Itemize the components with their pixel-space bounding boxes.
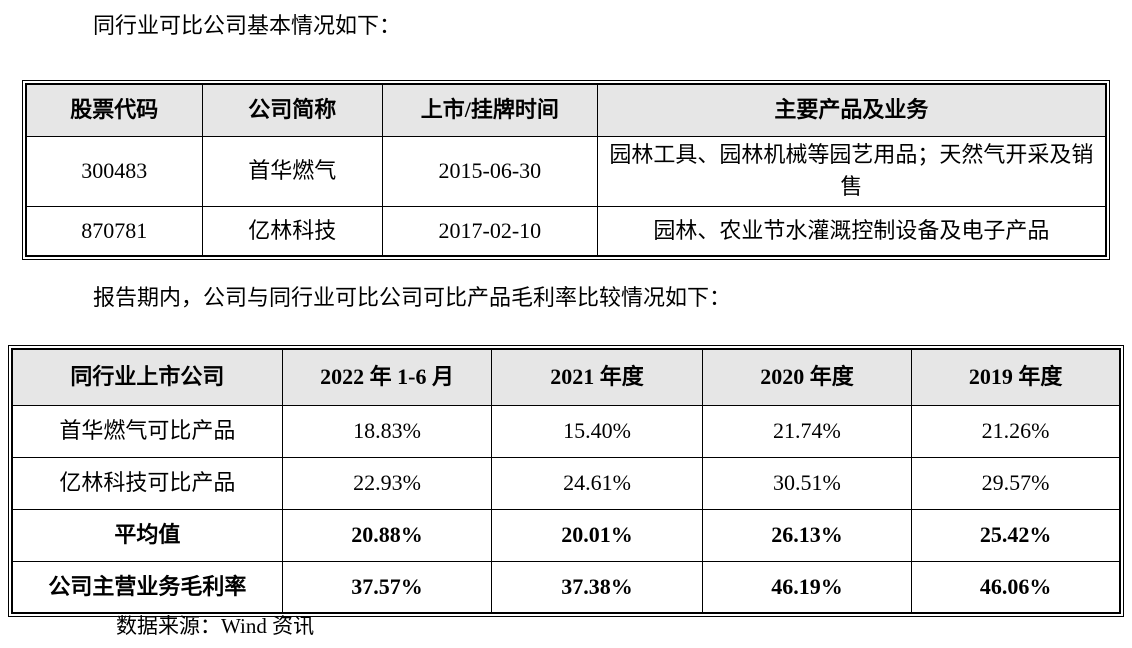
intro-companies-line: 同行业可比公司基本情况如下： [93, 13, 402, 38]
stock-code-cell: 300483 [25, 135, 203, 207]
header-main-products: 主要产品及业务 [596, 83, 1107, 137]
company-name-cell: 亿林科技 [201, 205, 383, 257]
table-row: 300483 首华燃气 2015-06-30 园林工具、园林机械等园艺用品；天然… [25, 135, 1107, 207]
margin-value-cell: 37.57% [281, 560, 493, 614]
main-products-cell: 园林、农业节水灌溉控制设备及电子产品 [596, 205, 1107, 257]
margin-value-cell: 25.42% [911, 508, 1121, 562]
margin-value-cell: 37.38% [491, 560, 703, 614]
margin-value-cell: 29.57% [911, 456, 1121, 510]
table-row-average: 平均值 20.88% 20.01% 26.13% 25.42% [11, 508, 1121, 562]
header-listed-company: 同行业上市公司 [11, 348, 283, 406]
margin-value-cell: 30.51% [701, 456, 913, 510]
margin-value-cell: 46.19% [701, 560, 913, 614]
listing-date-cell: 2015-06-30 [381, 135, 598, 207]
margin-value-cell: 15.40% [491, 404, 703, 458]
data-source-note: 数据来源：Wind 资讯 [116, 614, 315, 638]
margin-value-cell: 18.83% [281, 404, 493, 458]
listing-date-cell: 2017-02-10 [381, 205, 598, 257]
header-period-2021: 2021 年度 [491, 348, 703, 406]
header-listing-date: 上市/挂牌时间 [381, 83, 598, 137]
margin-value-cell: 24.61% [491, 456, 703, 510]
margin-value-cell: 20.01% [491, 508, 703, 562]
table-row-company-margin: 公司主营业务毛利率 37.57% 37.38% 46.19% 46.06% [11, 560, 1121, 614]
intro-margin-line: 报告期内，公司与同行业可比公司可比产品毛利率比较情况如下： [93, 285, 732, 310]
company-name-cell: 首华燃气 [201, 135, 383, 207]
companies-table-header-row: 股票代码 公司简称 上市/挂牌时间 主要产品及业务 [25, 83, 1107, 137]
main-products-cell: 园林工具、园林机械等园艺用品；天然气开采及销售 [596, 135, 1107, 207]
table-row: 首华燃气可比产品 18.83% 15.40% 21.74% 21.26% [11, 404, 1121, 458]
margin-value-cell: 46.06% [911, 560, 1121, 614]
margin-value-cell: 22.93% [281, 456, 493, 510]
margin-value-cell: 26.13% [701, 508, 913, 562]
table-row: 亿林科技可比产品 22.93% 24.61% 30.51% 29.57% [11, 456, 1121, 510]
margin-value-cell: 21.26% [911, 404, 1121, 458]
stock-code-cell: 870781 [25, 205, 203, 257]
header-period-2019: 2019 年度 [911, 348, 1121, 406]
table-row: 870781 亿林科技 2017-02-10 园林、农业节水灌溉控制设备及电子产… [25, 205, 1107, 257]
row-label-cell: 公司主营业务毛利率 [11, 560, 283, 614]
gross-margin-comparison-table: 同行业上市公司 2022 年 1-6 月 2021 年度 2020 年度 201… [8, 345, 1124, 617]
header-stock-code: 股票代码 [25, 83, 203, 137]
header-company-name: 公司简称 [201, 83, 383, 137]
row-label-cell: 首华燃气可比产品 [11, 404, 283, 458]
margin-value-cell: 21.74% [701, 404, 913, 458]
margin-table-header-row: 同行业上市公司 2022 年 1-6 月 2021 年度 2020 年度 201… [11, 348, 1121, 406]
row-label-cell: 平均值 [11, 508, 283, 562]
margin-value-cell: 20.88% [281, 508, 493, 562]
header-period-2020: 2020 年度 [701, 348, 913, 406]
comparable-companies-table: 股票代码 公司简称 上市/挂牌时间 主要产品及业务 300483 首华燃气 20… [22, 80, 1110, 260]
header-period-2022h1: 2022 年 1-6 月 [281, 348, 493, 406]
row-label-cell: 亿林科技可比产品 [11, 456, 283, 510]
